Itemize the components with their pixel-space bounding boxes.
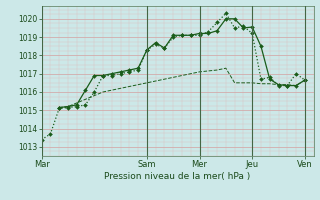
X-axis label: Pression niveau de la mer( hPa ): Pression niveau de la mer( hPa ) [104, 172, 251, 181]
